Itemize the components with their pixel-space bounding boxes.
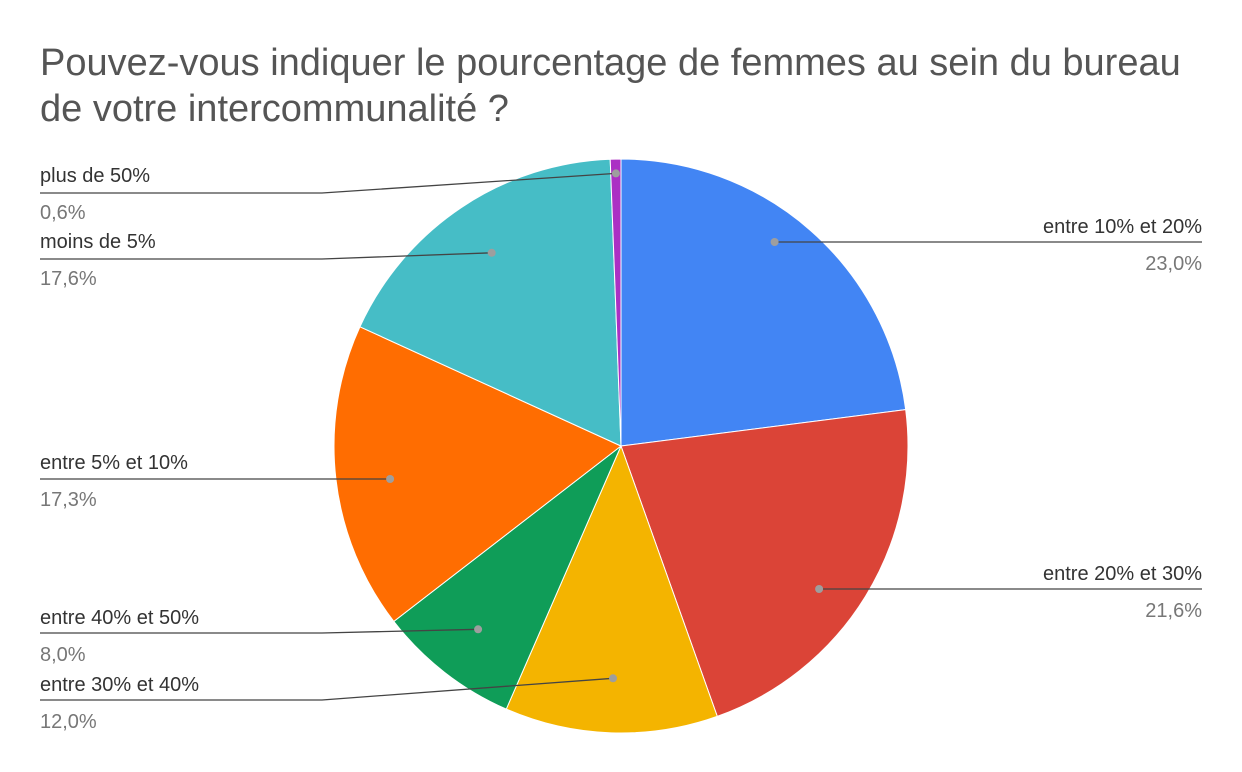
pie-slice bbox=[620, 409, 909, 718]
slice-label: entre 20% et 30% bbox=[1043, 563, 1202, 585]
slice-value-label: 12,0% bbox=[40, 711, 97, 733]
slice-value-label: 21,6% bbox=[1145, 600, 1202, 622]
leader-dot bbox=[609, 674, 617, 683]
slice-label: entre 40% et 50% bbox=[40, 607, 199, 629]
chart-title: Pouvez-vous indiquer le pourcentage de f… bbox=[40, 42, 1181, 130]
leader-line bbox=[40, 252, 492, 260]
leader-dot bbox=[474, 625, 483, 634]
slice-value-label: 8,0% bbox=[40, 644, 86, 666]
leader-dot bbox=[815, 585, 824, 593]
leader-line bbox=[40, 628, 479, 634]
slice-value-label: 17,3% bbox=[40, 489, 97, 511]
leader-dot bbox=[487, 248, 496, 257]
pie-slice bbox=[505, 444, 718, 734]
slice-value-label: 17,6% bbox=[40, 268, 97, 290]
slice-value-label: 23,0% bbox=[1145, 253, 1202, 275]
slice-label: entre 5% et 10% bbox=[40, 452, 188, 474]
leader-dot bbox=[611, 169, 620, 178]
leader-line bbox=[40, 172, 616, 194]
leader-lines bbox=[40, 169, 1202, 701]
slice-labels: entre 10% et 20% 23,0% entre 20% et 30% 21,… bbox=[40, 165, 1202, 733]
leader-line bbox=[40, 677, 614, 701]
pie-slice bbox=[609, 158, 622, 447]
pie-slice bbox=[359, 158, 622, 447]
pie-slices bbox=[333, 158, 909, 734]
slice-label: moins de 5% bbox=[40, 231, 156, 253]
leader-dot bbox=[386, 475, 395, 483]
slice-label: entre 10% et 20% bbox=[1043, 216, 1202, 238]
pie-slice bbox=[620, 158, 907, 447]
slice-value-label: 0,6% bbox=[40, 202, 86, 224]
slice-label: plus de 50% bbox=[40, 165, 150, 187]
leader-dot bbox=[770, 238, 779, 246]
slice-label: entre 30% et 40% bbox=[40, 674, 199, 696]
pie-slice bbox=[393, 445, 622, 710]
